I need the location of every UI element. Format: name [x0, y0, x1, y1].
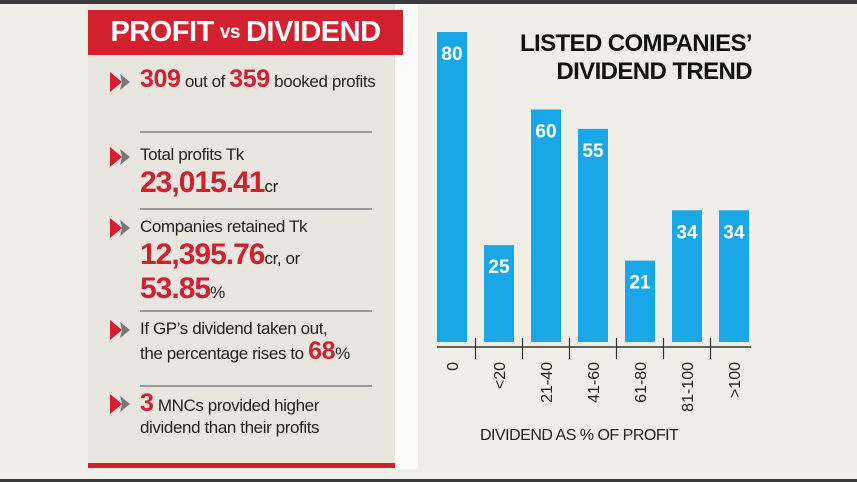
divider [140, 310, 372, 312]
summary-panel [88, 4, 395, 465]
bar-4 [625, 260, 655, 342]
text: the percentage rises to [140, 344, 309, 363]
value: 359 [229, 65, 270, 93]
chart-title: LISTED COMPANIES’ DIVIDEND TREND [519, 30, 753, 86]
value: 3 [140, 389, 154, 417]
header-vs: vs [219, 21, 241, 43]
header-dividend: DIVIDEND [245, 16, 381, 48]
double-chevron-right-icon [110, 72, 130, 92]
unit: cr [264, 177, 278, 196]
value: 12,395.76 [140, 238, 265, 271]
value: 23,015.41 [140, 166, 265, 199]
data-label-1: 25 [488, 257, 510, 278]
unit: % [210, 283, 225, 302]
top-border [0, 0, 857, 4]
header-profit: PROFIT [110, 16, 214, 48]
data-label-0: 80 [441, 44, 462, 65]
summary-item-gp: If GP’s dividend taken out, the percenta… [140, 318, 400, 365]
tick-label-5: 81-100 [680, 362, 697, 412]
text: cr, or [264, 249, 300, 268]
text: Total profits Tk [140, 145, 244, 164]
double-chevron-right-icon [110, 394, 130, 414]
tick-label-0: 0 [445, 362, 462, 371]
chart-title-line1: LISTED COMPANIES’ [519, 30, 753, 57]
data-label-5: 34 [676, 222, 698, 243]
value: 309 [140, 65, 181, 93]
divider [140, 208, 372, 210]
bar-3 [578, 128, 608, 342]
tick-label-4: 61-80 [633, 362, 650, 403]
summary-item-mncs: 3 MNCs provided higher dividend than the… [140, 389, 400, 439]
double-chevron-right-icon [110, 320, 130, 340]
summary-header: PROFIT vs DIVIDEND [88, 10, 403, 55]
text: dividend than their profits [140, 418, 320, 437]
summary-item-retained: Companies retained Tk 12,395.76cr, or 53… [140, 216, 400, 306]
divider [140, 131, 372, 133]
data-label-2: 60 [535, 122, 556, 143]
text: out of [180, 72, 230, 91]
summary-panel-bottom-rule [88, 463, 395, 468]
dividend-bar-chart: 80 0 25 <20 60 21-40 55 41-60 21 61-80 34 81-100 34 >… [437, 32, 751, 412]
summary-item-total-profits: Total profits Tk 23,015.41cr [140, 144, 400, 200]
double-chevron-right-icon [110, 147, 130, 167]
value: 68 [308, 337, 336, 365]
text: Companies retained Tk [140, 217, 308, 236]
data-label-6: 34 [723, 222, 745, 243]
text: booked profits [269, 72, 376, 91]
summary-item-profit-count: 309 out of 359 booked profits [140, 65, 400, 93]
tick-label-1: <20 [492, 362, 509, 389]
bar-5 [672, 210, 702, 342]
text: MNCs provided higher [153, 396, 320, 415]
double-chevron-right-icon [110, 218, 130, 238]
tick-label-6: >100 [727, 362, 744, 398]
bar-1 [484, 245, 514, 342]
x-axis-label: DIVIDEND AS % OF PROFIT [480, 427, 679, 444]
text: If GP’s dividend taken out, [140, 319, 328, 338]
data-label-4: 21 [629, 273, 651, 294]
value: 53.85 [140, 272, 211, 305]
bar-6 [719, 210, 749, 342]
data-label-3: 55 [582, 141, 604, 162]
divider [140, 385, 372, 387]
tick-label-2: 21-40 [539, 362, 556, 403]
chart-title-line2: DIVIDEND TREND [556, 58, 752, 85]
panel-separator [395, 4, 418, 469]
bottom-border [0, 479, 857, 482]
bar-2 [531, 109, 561, 342]
tick-label-3: 41-60 [586, 362, 603, 403]
unit: % [335, 344, 350, 363]
bar-0 [437, 32, 467, 342]
